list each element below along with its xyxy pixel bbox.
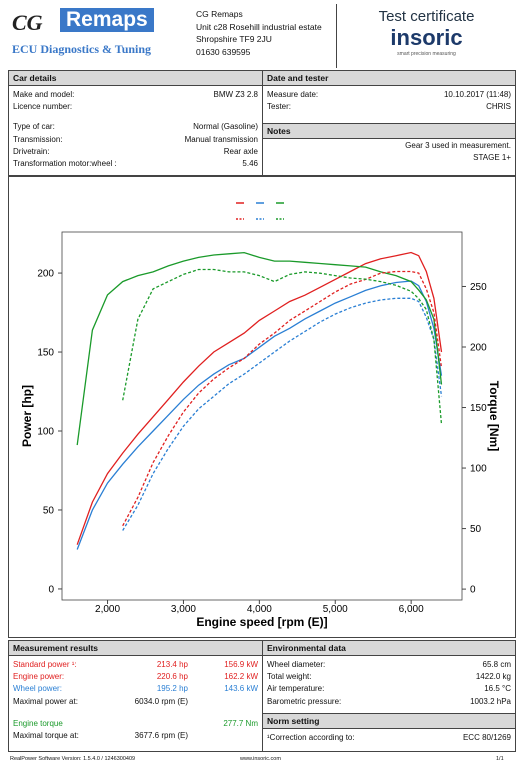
row: Barometric pressure: 1003.2 hPa [267,695,511,707]
label: Engine torque [13,718,63,728]
address-line: 01630 639595 [196,46,251,57]
address-line: Unit c28 Rosehill industrial estate [196,21,322,32]
value: 213.4 hp [156,659,188,669]
label: Licence number: [13,101,73,111]
value: 65.8 cm [482,659,511,669]
brand-tagline: smart precision measuring [397,51,456,57]
section-rows: ¹Correction according to: ECC 80/1269 [263,729,515,745]
row: Wheel diameter: 65.8 cm [267,658,511,670]
row: Drivetrain: Rear axle [13,145,258,157]
software-version: RealPower Software Version: 1.5.4.0 / 12… [10,756,136,762]
value: CHRIS [486,101,511,111]
value: BMW Z3 2.8 [213,89,258,99]
brand: insoric [390,25,463,50]
label: Transformation motor:wheel : [13,159,117,169]
label: Make and model: [13,89,75,99]
row: Standard power ¹: 213.4 hp 156.9 kW [13,658,258,670]
label: Engine power: [13,671,65,681]
logo-left: CG [12,10,43,35]
measurement-results: Measurement results Standard power ¹: 213.… [8,640,263,752]
value: 143.6 kW [224,684,258,694]
value: 156.9 kW [224,659,258,669]
section-rows: Measure date: 10.10.2017 (11:48) Tester: CH… [263,86,515,115]
environmental-data: Environmental data Wheel diameter: 65.8 cm… [262,640,516,714]
section-rows: Gear 3 used in measurement. STAGE 1+ [263,139,515,168]
label: Air temperature: [267,684,325,694]
value: ECC 80/1269 [462,732,511,742]
section-title: Norm setting [263,714,515,729]
website: www.insoric.com [240,756,281,762]
section-rows: Wheel diameter: 65.8 cm Total weight: 1422.… [263,656,515,709]
label: Type of car: [13,122,55,132]
label: ¹Correction according to: [267,732,355,742]
address-line: CG Remaps [196,9,243,19]
label: Transmission: [13,134,63,144]
row: Tester: CHRIS [267,100,511,112]
label: Maximal power at: [13,696,78,706]
label: Total weight: [267,671,312,681]
section-rows: Make and model: BMW Z3 2.8 Licence number:… [9,86,262,172]
label: Maximal torque at: [13,731,79,741]
row: Licence number: [13,100,258,112]
label: Barometric pressure: [267,696,342,706]
note-line: STAGE 1+ [473,153,511,163]
car-details: Car details Make and model: BMW Z3 2.8 Lice… [8,70,263,176]
row: Measure date: 10.10.2017 (11:48) [267,88,511,100]
notes: Notes Gear 3 used in measurement. STAGE 1+ [262,123,516,176]
value: Rear axle [223,146,258,156]
address-line: Shropshire TF9 2JU [196,34,272,44]
row: Type of car: Normal (Gasoline) [13,121,258,133]
note-line: Gear 3 used in measurement. [405,141,511,150]
row: Maximal torque at: 3677.6 rpm (E) [13,729,188,741]
page-number: 1/1 [496,756,504,762]
section-title: Car details [9,71,262,86]
row: Make and model: BMW Z3 2.8 [13,88,258,100]
row: Transformation motor:wheel : 5.46 [13,157,258,169]
date-tester: Date and tester Measure date: 10.10.2017 (… [262,70,516,124]
row: Transmission: Manual transmission [13,133,258,145]
value: Normal (Gasoline) [193,122,258,132]
label: Wheel power: [13,684,62,694]
row: Total weight: 1422.0 kg [267,670,511,682]
section-title: Date and tester [263,71,515,86]
value: 1422.0 kg [475,671,511,681]
cert-title: Test certificate [378,8,475,25]
logo-right: Remaps [60,8,154,32]
label: Tester: [267,101,292,111]
row: ¹Correction according to: ECC 80/1269 [267,731,511,743]
row: Air temperature: 16.5 °C [267,683,511,695]
section-title: Measurement results [9,641,262,656]
value: 1003.2 hPa [470,696,511,706]
label: Drivetrain: [13,146,50,156]
cert-block: Test certificate insoric smart precision… [336,4,516,68]
section-rows: Standard power ¹: 213.4 hp 156.9 kW Engine … [9,656,262,744]
value: Manual transmission [184,134,258,144]
label: Wheel diameter: [267,659,326,669]
section-title: Notes [263,124,515,139]
row: Maximal power at: 6034.0 rpm (E) [13,695,188,707]
value: 16.5 °C [484,684,511,694]
value: 162.2 kW [224,671,258,681]
chart-frame [8,176,516,638]
label: Measure date: [267,89,319,99]
value: 277.7 Nm [223,718,258,728]
section-title: Environmental data [263,641,515,656]
value: 10.10.2017 (11:48) [443,89,511,99]
value: 5.46 [242,159,258,169]
address: CG Remaps Unit c28 Rosehill industrial es… [196,8,322,58]
label: Standard power ¹: [13,659,77,669]
value: 3677.6 rpm (E) [134,731,188,741]
value: 195.2 hp [156,684,188,694]
logo: CG Remaps ECU Diagnostics & Tuning [8,4,186,68]
row: Engine power: 220.6 hp 162.2 kW [13,670,258,682]
value: 220.6 hp [156,671,188,681]
norm-setting: Norm setting ¹Correction according to: ECC… [262,713,516,752]
value: 6034.0 rpm (E) [134,696,188,706]
row: Engine torque 277.7 Nm [13,717,258,729]
tagline: ECU Diagnostics & Tuning [12,42,152,56]
row: Wheel power: 195.2 hp 143.6 kW [13,683,258,695]
